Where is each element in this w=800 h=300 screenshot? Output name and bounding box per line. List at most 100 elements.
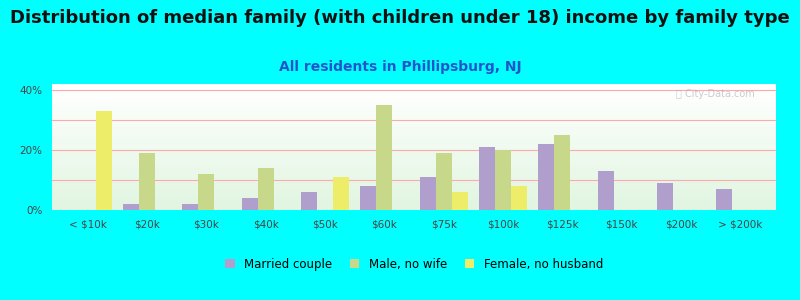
Bar	[52, 131, 776, 132]
Bar	[52, 162, 776, 163]
Bar	[52, 130, 776, 131]
Bar	[333, 177, 349, 210]
Bar	[52, 107, 776, 108]
Bar	[52, 88, 776, 89]
Bar	[52, 185, 776, 186]
Bar	[52, 170, 776, 171]
Bar	[52, 100, 776, 101]
Bar	[52, 198, 776, 199]
Bar	[52, 150, 776, 151]
Bar	[52, 164, 776, 165]
Bar	[52, 108, 776, 109]
Bar	[52, 158, 776, 159]
Bar	[495, 150, 511, 210]
Bar	[96, 111, 112, 210]
Bar	[52, 112, 776, 113]
Bar	[52, 169, 776, 170]
Bar	[52, 197, 776, 198]
Bar	[52, 202, 776, 203]
Bar	[52, 156, 776, 157]
Bar	[52, 188, 776, 189]
Bar	[52, 184, 776, 185]
Bar	[52, 123, 776, 124]
Bar	[52, 126, 776, 127]
Bar	[52, 96, 776, 97]
Legend: Married couple, Male, no wife, Female, no husband: Married couple, Male, no wife, Female, n…	[220, 253, 608, 275]
Bar	[123, 204, 139, 210]
Text: Distribution of median family (with children under 18) income by family type: Distribution of median family (with chil…	[10, 9, 790, 27]
Bar	[52, 208, 776, 209]
Bar	[52, 90, 776, 91]
Bar	[52, 151, 776, 152]
Bar	[52, 172, 776, 173]
Bar	[716, 189, 732, 210]
Bar	[301, 192, 317, 210]
Bar	[360, 186, 376, 210]
Bar	[52, 111, 776, 112]
Bar	[436, 153, 452, 210]
Bar	[52, 97, 776, 98]
Bar	[52, 84, 776, 85]
Bar	[52, 128, 776, 129]
Bar	[52, 180, 776, 181]
Bar	[52, 155, 776, 156]
Bar	[52, 142, 776, 143]
Bar	[52, 167, 776, 168]
Bar	[52, 161, 776, 162]
Bar	[52, 175, 776, 176]
Bar	[242, 198, 258, 210]
Bar	[52, 124, 776, 125]
Bar	[52, 160, 776, 161]
Bar	[52, 203, 776, 204]
Bar	[52, 98, 776, 99]
Bar	[52, 87, 776, 88]
Bar	[52, 204, 776, 205]
Bar	[52, 195, 776, 196]
Bar	[52, 147, 776, 148]
Bar	[52, 118, 776, 119]
Bar	[657, 183, 673, 210]
Bar	[52, 154, 776, 155]
Bar	[511, 186, 527, 210]
Bar	[376, 105, 392, 210]
Bar	[52, 85, 776, 86]
Bar	[52, 192, 776, 193]
Bar	[52, 105, 776, 106]
Bar	[52, 103, 776, 104]
Bar	[598, 171, 614, 210]
Bar	[52, 116, 776, 117]
Text: ⓘ City-Data.com: ⓘ City-Data.com	[675, 89, 754, 99]
Bar	[52, 121, 776, 122]
Bar	[52, 101, 776, 102]
Bar	[52, 104, 776, 105]
Bar	[52, 183, 776, 184]
Bar	[52, 144, 776, 145]
Bar	[198, 174, 214, 210]
Bar	[52, 89, 776, 90]
Bar	[52, 110, 776, 111]
Bar	[52, 95, 776, 96]
Bar	[52, 137, 776, 138]
Bar	[52, 196, 776, 197]
Bar	[420, 177, 436, 210]
Bar	[52, 102, 776, 103]
Bar	[52, 120, 776, 121]
Bar	[52, 181, 776, 182]
Bar	[52, 174, 776, 175]
Bar	[52, 153, 776, 154]
Bar	[52, 148, 776, 149]
Bar	[52, 182, 776, 183]
Bar	[452, 192, 468, 210]
Bar	[52, 176, 776, 177]
Bar	[52, 92, 776, 93]
Bar	[52, 178, 776, 179]
Bar	[52, 134, 776, 135]
Bar	[52, 149, 776, 150]
Bar	[52, 157, 776, 158]
Bar	[52, 159, 776, 160]
Bar	[538, 144, 554, 210]
Bar	[52, 143, 776, 144]
Bar	[52, 191, 776, 192]
Bar	[52, 136, 776, 137]
Bar	[52, 145, 776, 146]
